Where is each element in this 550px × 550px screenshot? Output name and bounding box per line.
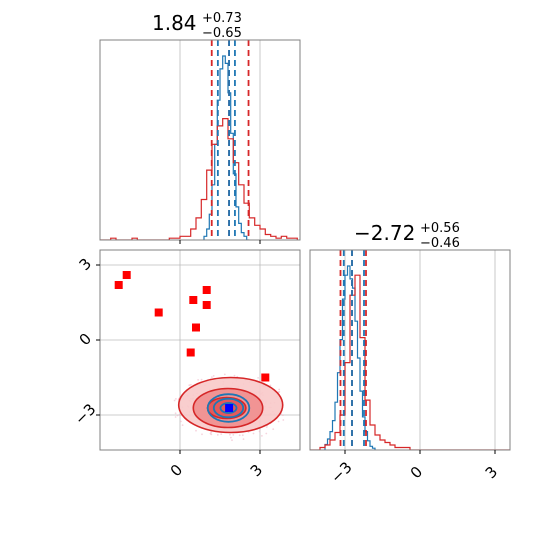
joint-y-tick-label: −3	[71, 400, 99, 428]
joint-sample-dot	[178, 413, 181, 416]
joint-sample-dot	[174, 412, 177, 415]
hist0-frame	[99, 39, 301, 241]
joint-blue-square-marker	[225, 404, 234, 412]
joint-sample-dot	[229, 433, 231, 436]
joint-x-tick-label: 0	[167, 461, 186, 480]
joint-sample-dot	[209, 432, 212, 435]
joint-sample-dot	[269, 384, 272, 387]
hist0-blue-step	[203, 55, 250, 240]
joint-y-tick-label: 0	[76, 330, 95, 349]
joint-sample-dot	[241, 434, 244, 437]
joint-sample-dot	[230, 436, 232, 439]
joint-sample-dot	[282, 419, 285, 421]
joint-sample-dot	[261, 435, 263, 437]
joint-frame	[99, 249, 301, 451]
joint-y-tick-label: 3	[76, 255, 95, 274]
hist1-x-tick-label: 0	[407, 463, 426, 482]
joint-red-square-marker	[114, 281, 123, 289]
joint-sample-dot	[252, 432, 255, 435]
title-param0-minus: −0.65	[202, 26, 242, 41]
joint-sample-dot	[173, 399, 176, 402]
joint-sample-dot	[181, 424, 184, 426]
joint-red-square-marker	[154, 308, 163, 317]
joint-sample-dot	[223, 373, 226, 376]
joint-sample-dot	[265, 426, 268, 428]
hist0-red-step	[100, 118, 298, 240]
joint-x-tick-label: 3	[247, 461, 266, 480]
joint-red-square-marker	[189, 296, 198, 304]
joint-red-square-marker	[261, 373, 270, 382]
hist-panel-param0	[99, 39, 301, 244]
title-param0-plus: +0.73	[202, 11, 242, 26]
joint-sample-dot	[278, 388, 281, 391]
joint-sample-dot	[200, 378, 203, 381]
joint-red-square-marker	[192, 323, 200, 332]
joint-sample-dot	[265, 432, 268, 435]
title-param1-median: −2.72	[354, 221, 415, 245]
joint-red-square-marker	[186, 348, 195, 357]
joint-red-square-marker	[122, 271, 131, 279]
joint-blue-contour	[219, 402, 238, 414]
hist1-frame	[309, 249, 511, 451]
joint-sample-dot	[258, 430, 261, 433]
joint-sample-dot	[197, 379, 200, 381]
joint-blue-contour	[206, 393, 251, 423]
joint-sample-dot	[216, 434, 219, 436]
joint-sample-dot	[174, 416, 177, 418]
joint-sample-dot	[238, 434, 241, 437]
title-param1-minus: −0.46	[420, 236, 460, 251]
hist1-red-step	[310, 274, 510, 450]
joint-sample-dot	[277, 420, 280, 423]
hist1-x-tick-labels: −3 0 3	[327, 450, 501, 487]
joint-sample-dot	[233, 374, 236, 377]
title-param1-plus: +0.56	[420, 221, 460, 236]
joint-sample-dot	[180, 420, 182, 423]
hist-panel-param1	[309, 249, 511, 451]
hist1-x-tick-label: 3	[482, 463, 501, 482]
hist1-x-tick-label: −3	[327, 458, 355, 486]
joint-sample-dot	[175, 398, 177, 400]
joint-sample-dot	[188, 384, 191, 387]
joint-sample-dot	[212, 375, 215, 377]
joint-sample-dot	[190, 383, 192, 386]
joint-sample-dot	[231, 439, 233, 442]
joint-sample-dot	[195, 429, 197, 432]
joint-contours	[114, 271, 285, 442]
joint-sample-dot	[282, 414, 284, 417]
title-param0-median: 1.84	[152, 11, 197, 35]
joint-blue-contour	[212, 397, 245, 419]
hist1-blue-step	[324, 265, 376, 450]
joint-sample-dot	[211, 376, 213, 378]
joint-sample-dot	[272, 428, 275, 430]
joint-sample-dot	[220, 433, 223, 435]
joint-sample-dot	[201, 433, 203, 436]
joint-sample-dot	[232, 434, 235, 436]
joint-sample-dot	[176, 414, 179, 417]
joint-panel	[99, 249, 301, 451]
joint-y-tick-labels: −3 0 3	[71, 255, 100, 428]
joint-sample-dot	[242, 438, 245, 440]
joint-red-square-marker	[202, 301, 211, 309]
joint-sample-dot	[257, 377, 259, 379]
joint-red-square-marker	[202, 286, 211, 294]
